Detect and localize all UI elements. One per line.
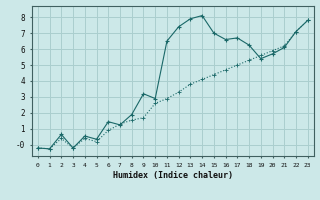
X-axis label: Humidex (Indice chaleur): Humidex (Indice chaleur) (113, 171, 233, 180)
